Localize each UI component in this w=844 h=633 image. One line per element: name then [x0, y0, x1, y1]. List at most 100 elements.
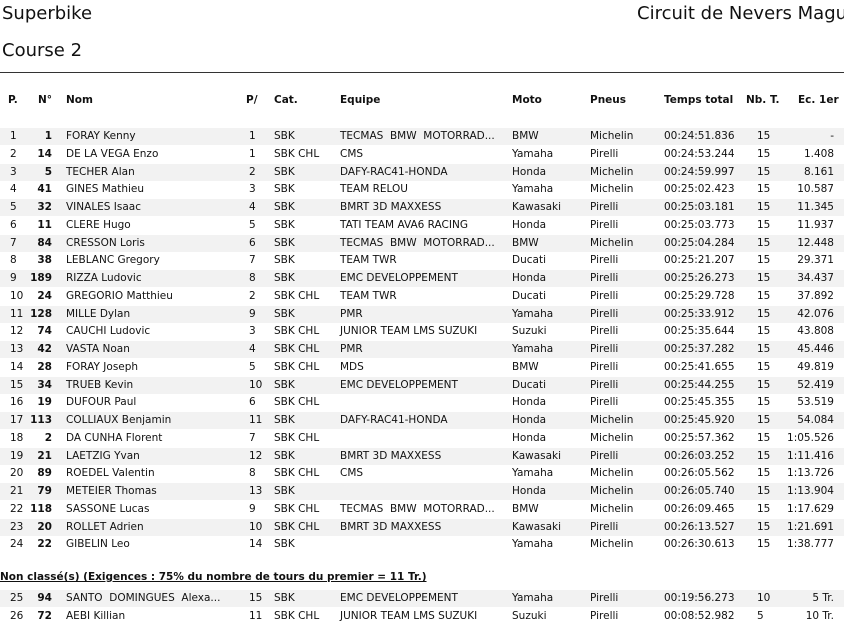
cell: BMW	[512, 360, 539, 373]
column-header: Temps total	[664, 94, 734, 106]
cell: 41	[37, 183, 52, 196]
cell: Yamaha	[512, 183, 554, 196]
cell: 00:24:59.997	[664, 165, 735, 178]
cell: 00:25:04.284	[664, 236, 735, 249]
title: Superbike	[2, 3, 93, 24]
cell: EMC DEVELOPPEMENT	[340, 272, 458, 284]
cell: 29.371	[797, 254, 834, 267]
cell: SBK	[274, 165, 295, 178]
cell: 24	[37, 289, 52, 302]
cell: Pirelli	[590, 307, 619, 320]
cell: 22	[37, 538, 52, 551]
cell: 00:25:03.773	[664, 218, 735, 231]
cell: -	[830, 130, 834, 142]
cell: GREGORIO Matthieu	[66, 289, 173, 302]
cell: 00:25:02.423	[664, 183, 735, 196]
cell: 00:25:35.644	[664, 325, 735, 338]
cell: 14	[10, 360, 24, 373]
circuit: Circuit de Nevers Magu	[637, 3, 844, 24]
cell: 3	[249, 325, 256, 338]
cell: 128	[30, 307, 52, 320]
cell: 15	[757, 360, 771, 373]
cell: CLERE Hugo	[66, 218, 131, 231]
cell: 3	[249, 183, 256, 196]
cell: Pirelli	[590, 610, 619, 622]
cell: 84	[37, 236, 52, 249]
cell: 1:13.904	[787, 485, 834, 497]
cell: Pirelli	[590, 360, 619, 373]
cell: 32	[37, 201, 52, 213]
cell: Pirelli	[590, 343, 619, 355]
column-header: P.	[8, 94, 18, 106]
cell: CRESSON Loris	[66, 236, 145, 249]
cell: 5	[757, 610, 764, 622]
cell: 20	[37, 520, 52, 533]
non-classe-note: Non classé(s) (Exigences : 75% du nombre…	[0, 571, 427, 583]
row-band	[0, 412, 844, 429]
cell: 9	[10, 272, 17, 284]
column-header: Ec. 1er	[798, 94, 839, 106]
cell: 34.437	[797, 272, 834, 284]
cell: SBK	[274, 183, 295, 196]
cell: 1:21.691	[787, 520, 834, 533]
rule	[0, 72, 844, 73]
cell: Suzuki	[512, 325, 547, 338]
cell: TECMAS BMW MOTORRAD...	[340, 236, 495, 249]
cell: Pirelli	[590, 592, 619, 604]
cell: BMW	[512, 502, 539, 515]
cell: ROEDEL Valentin	[66, 467, 155, 480]
row-band	[0, 518, 844, 536]
cell: 19	[37, 396, 52, 409]
cell: Pirelli	[590, 520, 619, 533]
cell: 79	[37, 485, 52, 497]
cell: Pirelli	[590, 325, 619, 338]
cell: 11.345	[797, 201, 834, 213]
cell: 15	[757, 307, 771, 320]
cell: SBK CHL	[274, 289, 320, 302]
row-band	[0, 341, 844, 358]
cell: Suzuki	[512, 610, 547, 622]
cell: 1	[44, 130, 52, 142]
cell: Pirelli	[590, 449, 619, 462]
cell: 4	[10, 183, 17, 196]
cell: Pirelli	[590, 396, 619, 409]
row-band	[0, 483, 844, 500]
cell: 15	[757, 467, 771, 480]
cell: 15	[757, 449, 771, 462]
cell: 12	[249, 449, 263, 462]
row-band	[0, 128, 844, 145]
cell: 4	[249, 201, 256, 213]
cell: 5	[249, 360, 256, 373]
cell: Honda	[512, 485, 547, 497]
cell: 00:25:45.355	[664, 396, 735, 409]
cell: 15	[757, 520, 771, 533]
cell: 38	[37, 254, 52, 267]
cell: 15	[249, 592, 263, 604]
cell: BMW	[512, 130, 539, 142]
cell: PMR	[340, 307, 363, 320]
cell: Michelin	[590, 130, 634, 142]
cell: SBK	[274, 414, 295, 426]
cell: SBK CHL	[274, 325, 320, 338]
cell: TECMAS BMW MOTORRAD...	[340, 130, 495, 142]
cell: VASTA Noan	[66, 343, 130, 355]
cell: TRUEB Kevin	[66, 378, 134, 391]
cell: 45.446	[797, 343, 834, 355]
cell: 1.408	[803, 147, 834, 160]
cell: 00:25:57.362	[664, 431, 735, 444]
cell: Michelin	[590, 183, 634, 196]
cell: GINES Mathieu	[66, 183, 145, 196]
cell: DUFOUR Paul	[66, 396, 137, 409]
cell: 00:25:41.655	[664, 360, 735, 373]
cell: Ducati	[512, 289, 546, 302]
cell: 20	[10, 467, 24, 480]
cell: Pirelli	[590, 218, 619, 231]
cell: Michelin	[590, 236, 634, 249]
cell: BMRT 3D MAXXESS	[340, 520, 442, 533]
cell: 00:25:33.912	[664, 307, 735, 320]
cell: SBK CHL	[274, 467, 320, 480]
cell: Yamaha	[512, 147, 554, 160]
cell: Michelin	[590, 414, 634, 426]
cell: 12.448	[797, 236, 834, 249]
